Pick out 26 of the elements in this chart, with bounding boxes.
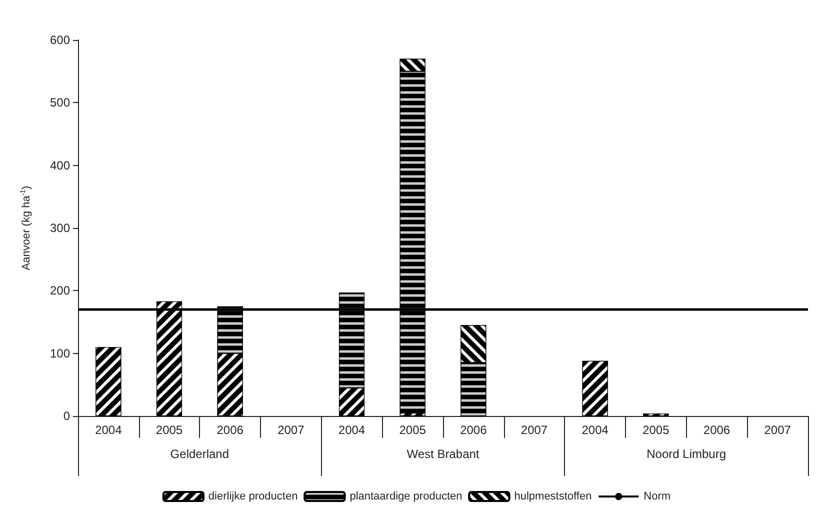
x-tick-label: 2005 — [642, 423, 670, 437]
x-tick-label: 2005 — [399, 423, 426, 437]
x-tick-label: 2004 — [95, 423, 122, 437]
text: West Brabant — [406, 447, 480, 461]
legend-label: plantaardige producten — [350, 490, 462, 502]
y-tick-label: 600 — [50, 33, 70, 47]
x-tick-label: 2007 — [764, 423, 792, 437]
x-tick-label: 2006 — [703, 423, 730, 437]
y-tick-label: 100 — [50, 346, 70, 360]
text: Gelderland — [170, 447, 230, 461]
legend-label: hulpmeststoffen — [514, 490, 592, 502]
x-tick-label: 2007 — [278, 423, 305, 437]
x-tick-label: 2005 — [156, 423, 183, 437]
x-tick-label: 2007 — [520, 423, 548, 437]
legend-label: dierlijke producten — [208, 490, 298, 502]
text: Noord Limburg — [646, 447, 726, 461]
x-tick-label: 2004 — [338, 423, 366, 437]
y-tick-label: 300 — [50, 221, 70, 235]
x-tick-label: 2006 — [460, 423, 488, 437]
legend-label: Norm — [644, 490, 671, 502]
y-tick-label: 400 — [50, 158, 70, 172]
y-tick-label: 0 — [63, 409, 70, 423]
x-tick-label: 2006 — [216, 423, 244, 437]
x-tick-label: 2004 — [582, 423, 609, 437]
y-tick-label: 200 — [50, 284, 70, 298]
y-tick-label: 500 — [50, 96, 70, 110]
